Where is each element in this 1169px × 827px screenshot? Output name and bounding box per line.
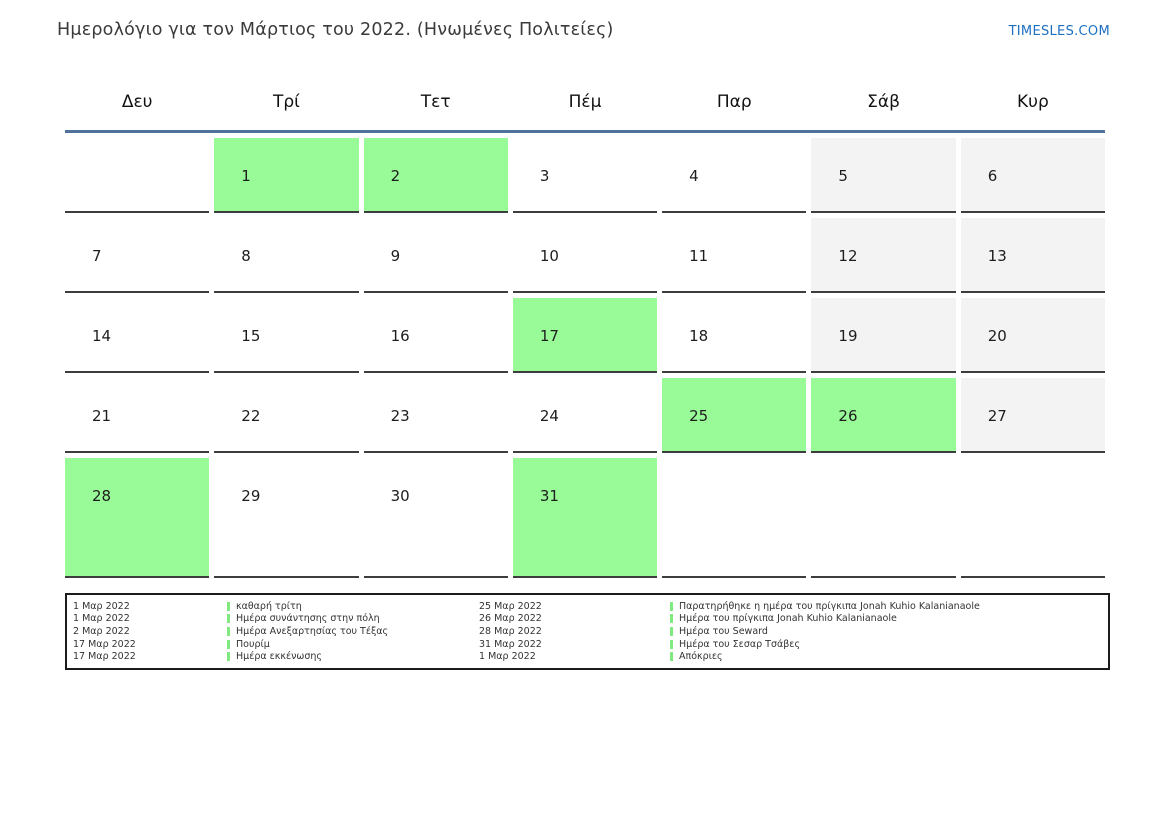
calendar-cell-empty <box>662 458 807 578</box>
legend-entry: 1 Μαρ 2022 καθαρή τρίτη <box>73 600 479 613</box>
calendar-day-24: 24 <box>512 378 658 453</box>
legend-holiday-name: Ημέρα του Seward <box>679 625 768 637</box>
calendar-day-10: 10 <box>512 218 658 293</box>
holiday-marker-icon <box>670 614 673 624</box>
calendar-day-22: 22 <box>214 378 359 453</box>
header-underline <box>65 130 1105 133</box>
day-header-4: Πέμ <box>568 92 602 112</box>
calendar-day-28: 28 <box>65 458 210 578</box>
holiday-marker-icon <box>227 652 230 662</box>
legend-date: 2 Μαρ 2022 <box>73 625 130 637</box>
calendar-cell-empty <box>65 138 210 213</box>
calendar-day-21: 21 <box>65 378 210 453</box>
calendar-day-11: 11 <box>662 218 807 293</box>
calendar-day-12: 12 <box>811 218 956 293</box>
calendar-day-4: 4 <box>662 138 807 213</box>
calendar-day-8: 8 <box>214 218 359 293</box>
legend-date: 26 Μαρ 2022 <box>479 613 542 625</box>
calendar-grid: Δευ Τρί Τετ Πέμ Παρ Σάβ Κυρ 1 2 3 4 5 6 7 8 9 10 11 12 13 14… <box>65 80 1105 578</box>
page-title: Ημερολόγιο για τον Μάρτιος του 2022. (Ην… <box>57 20 614 40</box>
legend-entry: 26 Μαρ 2022 Ημέρα του πρίγκιπα Jonah Kuhi… <box>479 613 1108 626</box>
legend-entry: 17 Μαρ 2022 Πουρίμ <box>73 638 479 651</box>
legend-holiday-name: Ημέρα Ανεξαρτησίας του Τέξας <box>236 625 389 637</box>
legend-date: 25 Μαρ 2022 <box>479 600 542 612</box>
legend-date: 17 Μαρ 2022 <box>73 638 136 650</box>
calendar-day-14: 14 <box>65 298 210 373</box>
calendar-day-18: 18 <box>662 298 807 373</box>
legend-column-1: 1 Μαρ 2022 καθαρή τρίτη 1 Μαρ 2022 Ημέρα συ… <box>73 600 479 668</box>
calendar-day-13: 13 <box>960 218 1105 293</box>
legend-holiday-name: Ημέρα εκκένωσης <box>236 651 322 663</box>
legend-holiday-name: Πουρίμ <box>236 638 270 650</box>
legend-holiday-name: καθαρή τρίτη <box>236 600 302 612</box>
legend-entry: 1 Μαρ 2022 Ημέρα συνάντησης στην πόλη <box>73 613 479 626</box>
site-link[interactable]: TIMESLES.COM <box>1008 24 1110 39</box>
holiday-marker-icon <box>670 652 673 662</box>
holiday-marker-icon <box>670 639 673 649</box>
day-header-3: Τετ <box>420 92 451 112</box>
calendar-day-25: 25 <box>662 378 807 453</box>
legend-holiday-name: Ημέρα συνάντησης στην πόλη <box>236 613 380 625</box>
legend-date: 1 Μαρ 2022 <box>73 600 130 612</box>
calendar-day-23: 23 <box>363 378 508 453</box>
calendar-day-6: 6 <box>960 138 1105 213</box>
legend-date: 17 Μαρ 2022 <box>73 651 136 663</box>
calendar-day-15: 15 <box>214 298 359 373</box>
legend-entry: 17 Μαρ 2022 Ημέρα εκκένωσης <box>73 650 479 663</box>
calendar-day-19: 19 <box>811 298 956 373</box>
calendar-day-31: 31 <box>512 458 658 578</box>
calendar-day-9: 9 <box>363 218 508 293</box>
calendar-day-7: 7 <box>65 218 210 293</box>
calendar-day-1: 1 <box>214 138 359 213</box>
calendar-day-29: 29 <box>214 458 359 578</box>
day-header-7: Κυρ <box>1016 92 1049 112</box>
calendar-day-16: 16 <box>363 298 508 373</box>
calendar-day-2: 2 <box>363 138 508 213</box>
holiday-marker-icon <box>670 626 673 636</box>
legend-entry: 1 Μαρ 2022 Απόκριες <box>479 650 1108 663</box>
legend-holiday-name: Ημέρα του Σεσαρ Τσάβες <box>679 638 801 650</box>
legend-entry: 31 Μαρ 2022 Ημέρα του Σεσαρ Τσάβες <box>479 638 1108 651</box>
holiday-marker-icon <box>227 601 230 611</box>
legend-column-2: 25 Μαρ 2022 Παρατηρήθηκε η ημέρα του πρίγ… <box>479 600 1108 668</box>
calendar-day-3: 3 <box>512 138 658 213</box>
legend-date: 1 Μαρ 2022 <box>73 613 130 625</box>
legend-date: 31 Μαρ 2022 <box>479 638 542 650</box>
legend-date: 1 Μαρ 2022 <box>479 651 536 663</box>
holiday-marker-icon <box>227 639 230 649</box>
holiday-legend: 1 Μαρ 2022 καθαρή τρίτη 1 Μαρ 2022 Ημέρα συ… <box>65 593 1110 670</box>
day-header-6: Σάβ <box>867 92 900 112</box>
legend-holiday-name: Απόκριες <box>679 651 723 663</box>
day-header-5: Παρ <box>716 92 752 112</box>
calendar-day-26: 26 <box>811 378 956 453</box>
legend-holiday-name: Παρατηρήθηκε η ημέρα του πρίγκιπα Jonah … <box>679 600 980 612</box>
calendar-day-5: 5 <box>811 138 956 213</box>
calendar-day-30: 30 <box>363 458 508 578</box>
legend-entry: 28 Μαρ 2022 Ημέρα του Seward <box>479 625 1108 638</box>
holiday-marker-icon <box>670 601 673 611</box>
calendar-day-20: 20 <box>960 298 1105 373</box>
holiday-marker-icon <box>227 626 230 636</box>
legend-date: 28 Μαρ 2022 <box>479 625 542 637</box>
holiday-marker-icon <box>227 614 230 624</box>
calendar-cell-empty <box>811 458 956 578</box>
legend-entry: 25 Μαρ 2022 Παρατηρήθηκε η ημέρα του πρίγ… <box>479 600 1108 613</box>
calendar-cell-empty <box>960 458 1105 578</box>
calendar-day-17: 17 <box>512 298 658 373</box>
legend-holiday-name: Ημέρα του πρίγκιπα Jonah Kuhio Kalaniana… <box>679 613 897 625</box>
day-header-2: Τρί <box>272 92 300 112</box>
legend-entry: 2 Μαρ 2022 Ημέρα Ανεξαρτησίας του Τέξας <box>73 625 479 638</box>
day-header-1: Δευ <box>121 92 153 112</box>
calendar-day-27: 27 <box>960 378 1105 453</box>
